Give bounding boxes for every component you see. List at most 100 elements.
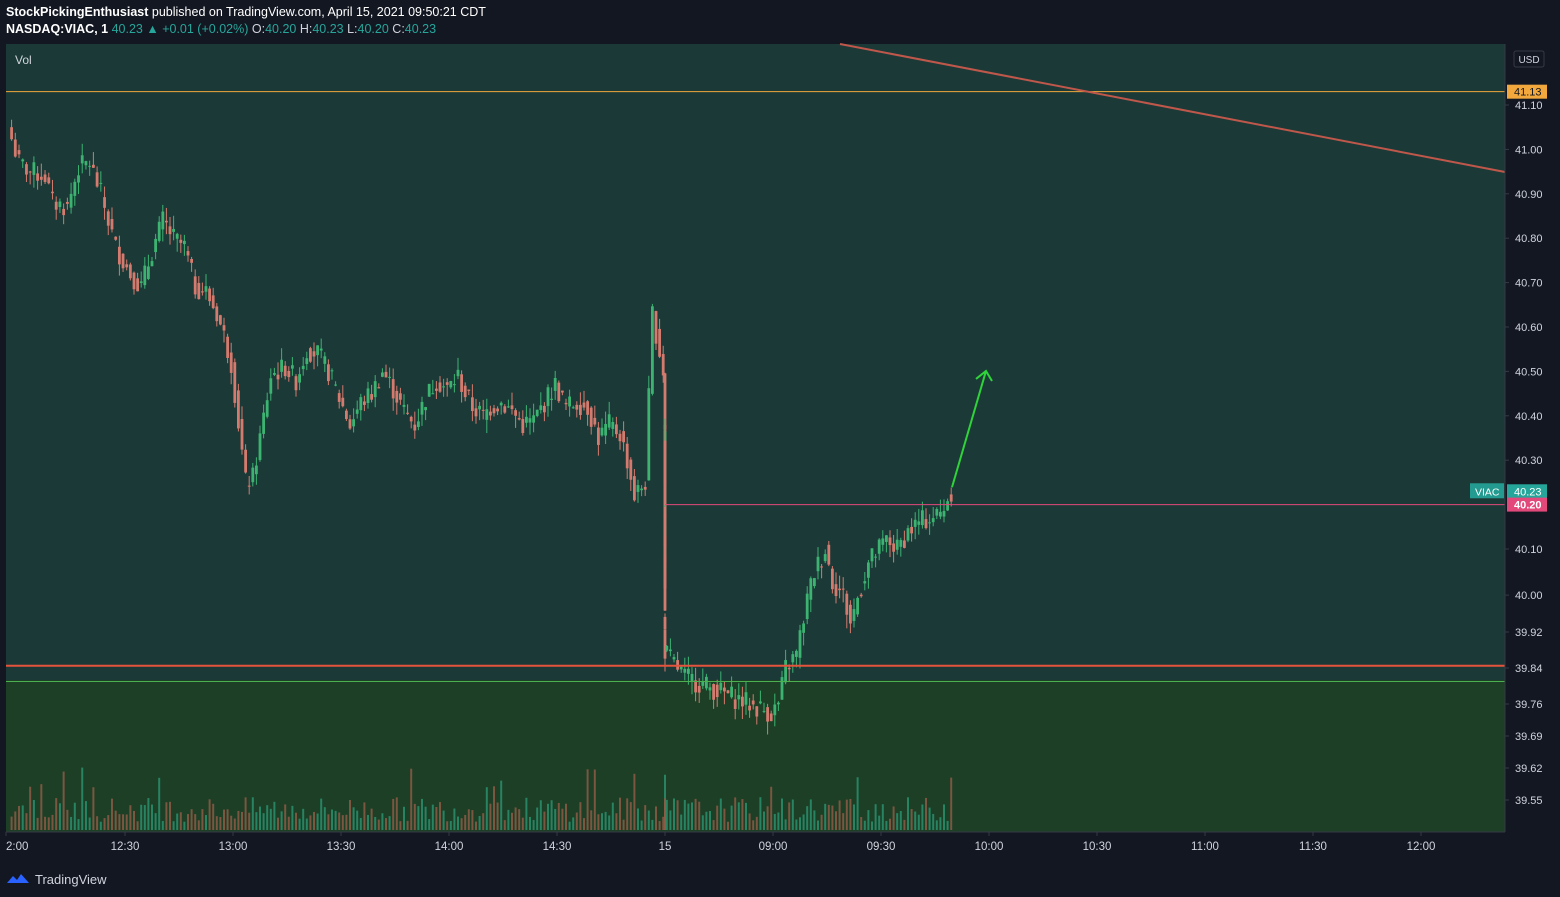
tradingview-logo-icon[interactable] xyxy=(6,871,30,887)
candle-body xyxy=(888,537,892,546)
candle-body xyxy=(424,407,427,411)
volume-bar xyxy=(734,797,737,830)
candle-body xyxy=(413,424,417,431)
time-tick-label: 10:30 xyxy=(1083,841,1112,853)
candle-body xyxy=(809,578,813,600)
volume-bar xyxy=(784,819,787,830)
candle-body xyxy=(643,486,647,490)
currency-badge[interactable]: USD xyxy=(1513,50,1545,68)
volume-bar xyxy=(701,815,704,830)
candle-body xyxy=(327,364,330,382)
volume-bar xyxy=(586,769,589,830)
candle-body xyxy=(640,488,643,491)
volume-bar xyxy=(694,798,697,830)
volume-bar xyxy=(777,812,780,830)
time-axis[interactable]: 2:00 12:30 13:00 13:30 14:00 14:30 15 09:00 09:3… xyxy=(5,832,1436,853)
volume-bar xyxy=(878,815,881,830)
volume-bar xyxy=(381,813,384,830)
candle-body xyxy=(204,286,208,292)
time-tick-label: 15 xyxy=(659,841,672,853)
candle-body xyxy=(136,278,139,292)
volume-bar xyxy=(496,802,499,830)
candle-body xyxy=(337,393,341,402)
volume-bar xyxy=(183,821,186,830)
candle-body xyxy=(474,408,478,417)
candle-body xyxy=(499,402,503,406)
candle-body xyxy=(931,518,935,523)
candle-body xyxy=(117,246,121,265)
candle-body xyxy=(99,182,103,184)
candle-body xyxy=(478,405,481,410)
time-tick-label: 12:00 xyxy=(1407,841,1436,853)
volume-bar xyxy=(478,815,481,830)
volume-bar xyxy=(205,815,207,830)
volume-bar xyxy=(773,813,776,830)
volume-bar xyxy=(511,812,513,830)
volume-bar xyxy=(77,819,80,830)
currency-text: USD xyxy=(1518,55,1539,66)
volume-bar xyxy=(367,814,369,830)
volume-bar xyxy=(161,821,164,830)
price-tick-label: 39.62 xyxy=(1515,763,1543,775)
low-value: 40.20 xyxy=(357,22,389,36)
volume-bar xyxy=(583,818,585,830)
candle-body xyxy=(647,388,651,481)
symbol-label[interactable]: NASDAQ:VIAC, 1 xyxy=(6,22,109,36)
time-tick-label: 2:00 xyxy=(6,841,28,853)
volume-bar xyxy=(47,817,50,830)
candle-body xyxy=(91,164,95,168)
candle-body xyxy=(885,535,888,542)
volume-bar xyxy=(471,810,474,830)
volume-bar xyxy=(385,818,387,830)
price-axis[interactable]: 41.10 41.00 40.90 40.80 40.70 40.60 40.50 40.40… xyxy=(1505,100,1543,807)
volume-bar xyxy=(791,799,794,830)
volume-bar xyxy=(338,812,341,830)
volume-bar xyxy=(399,821,402,830)
candle-body xyxy=(874,556,877,558)
volume-bar xyxy=(503,820,506,830)
volume-bar xyxy=(536,807,539,830)
chart-header: StockPickingEnthusiast published on Trad… xyxy=(6,4,486,38)
volume-bar xyxy=(395,797,398,830)
candle-body xyxy=(150,261,154,267)
candle-body xyxy=(58,201,62,208)
volume-bar xyxy=(374,816,377,830)
candle-body xyxy=(780,677,784,700)
volume-bar xyxy=(748,813,751,830)
volume-bar xyxy=(611,802,614,830)
candle-body xyxy=(604,423,607,436)
volume-bar xyxy=(233,818,236,830)
volume-bar xyxy=(114,810,117,830)
candle-body xyxy=(222,325,226,331)
brand-name[interactable]: TradingView xyxy=(35,871,107,887)
volume-bar xyxy=(507,809,510,830)
volume-bar xyxy=(230,815,233,830)
volume-bar xyxy=(665,799,668,830)
volume-bar xyxy=(539,800,542,830)
volume-bar xyxy=(838,800,841,830)
time-tick-label: 09:00 xyxy=(759,841,788,853)
candle-body xyxy=(913,519,917,527)
candle-body xyxy=(39,176,43,180)
volume-bar xyxy=(349,800,351,830)
candle-body xyxy=(334,384,337,386)
candle-body xyxy=(481,409,485,411)
volume-bar xyxy=(32,799,35,830)
volume-bar xyxy=(151,804,153,830)
volume-bar xyxy=(881,804,884,830)
volume-bar xyxy=(925,797,927,830)
author-name[interactable]: StockPickingEnthusiast xyxy=(6,5,149,19)
volume-bar xyxy=(568,821,571,830)
candle-body xyxy=(132,272,136,290)
volume-bar xyxy=(103,818,106,830)
candle-body xyxy=(384,371,388,378)
volume-bar xyxy=(84,801,87,830)
volume-bar xyxy=(763,811,765,830)
volume-bar xyxy=(615,813,618,830)
volume-bar xyxy=(543,811,546,830)
projection-arrow-shaft xyxy=(951,370,987,488)
price-label-resistance: 41.13 xyxy=(1514,87,1542,99)
candle-body xyxy=(820,566,823,568)
volume-bar xyxy=(669,810,672,830)
